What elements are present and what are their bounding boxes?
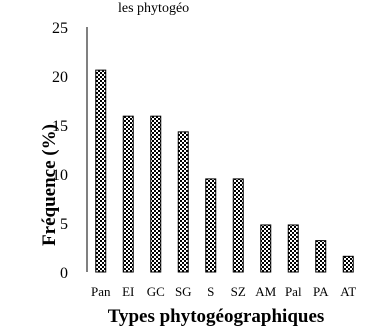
y-tick-label: 5: [60, 216, 68, 233]
x-category-label: Pal: [285, 284, 302, 299]
x-axis-title: Types phytogéographiques: [108, 306, 325, 327]
bar: [95, 69, 107, 273]
y-tick-label: 0: [60, 265, 68, 282]
x-axis-category-labels: Pan EI GC SG S SZ AM Pal PA AT: [91, 284, 356, 299]
x-category-label: SZ: [231, 284, 246, 299]
x-category-label: EI: [122, 284, 134, 299]
x-category-label: GC: [147, 284, 165, 299]
x-category-label: SG: [175, 284, 192, 299]
y-tick-label: 10: [52, 167, 68, 184]
bar: [122, 115, 134, 273]
bar: [232, 178, 244, 273]
x-category-label: AT: [340, 284, 356, 299]
x-category-label: S: [207, 284, 214, 299]
y-tick-label: 25: [52, 20, 68, 37]
x-category-label: PA: [313, 284, 329, 299]
x-category-label: Pan: [91, 284, 111, 299]
top-text-fragment: les phytogéo: [118, 1, 189, 16]
y-tick-label: 15: [52, 118, 68, 135]
bar: [342, 255, 354, 273]
x-category-label: AM: [255, 284, 276, 299]
bar: [150, 115, 162, 273]
y-axis-ticks: 0 5 10 15 20 25: [52, 20, 68, 282]
y-axis-title: Fréquence (%): [39, 124, 60, 246]
bar: [287, 224, 299, 273]
bar: [315, 240, 327, 273]
bars: [95, 69, 354, 273]
y-tick-label: 20: [52, 69, 68, 86]
bar: [205, 178, 217, 273]
bar: [260, 224, 272, 273]
bar: [177, 131, 189, 273]
